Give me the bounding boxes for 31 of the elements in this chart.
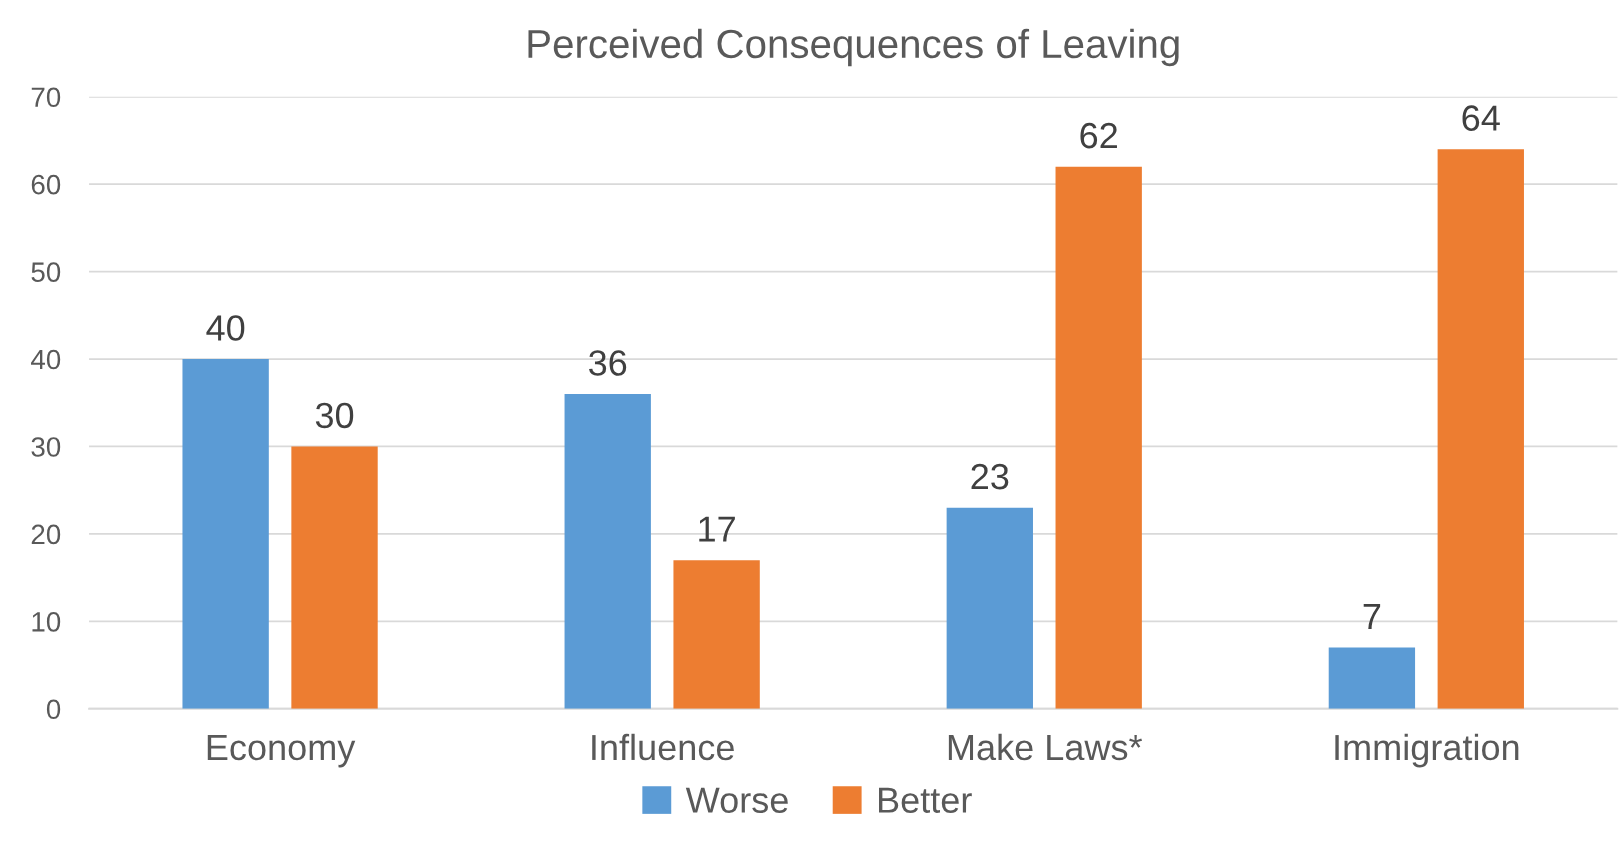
legend-label: Better — [879, 787, 972, 813]
bar — [564, 394, 651, 709]
y-tick-label: 70 — [31, 87, 61, 108]
x-tick-label: Immigration — [1335, 733, 1519, 768]
data-label: 23 — [971, 463, 1009, 490]
y-tick-label: 10 — [32, 612, 61, 632]
data-label: 40 — [206, 315, 245, 341]
x-tick-label: Economy — [207, 735, 356, 768]
data-label: 64 — [1462, 105, 1500, 131]
bar — [1055, 166, 1142, 709]
y-tick-label: 50 — [31, 262, 61, 282]
bar — [1328, 647, 1416, 709]
bar — [291, 446, 378, 709]
y-tick-label: 30 — [31, 437, 61, 457]
bar — [673, 560, 760, 709]
legend-label: Worse — [685, 787, 788, 813]
chart-title: Perceived Consequences of Leaving — [528, 28, 1179, 67]
data-label: 62 — [1080, 122, 1117, 149]
data-label: 17 — [699, 516, 735, 542]
y-tick-label: 20 — [31, 524, 61, 545]
bar — [1437, 149, 1524, 709]
y-tick-label: 40 — [31, 349, 61, 370]
bar — [946, 507, 1033, 709]
data-label: 36 — [589, 350, 627, 376]
y-tick-label: 0 — [46, 699, 61, 720]
y-tick-label: 60 — [31, 174, 61, 195]
x-tick-label: Influence — [592, 733, 734, 761]
data-label: 7 — [1363, 604, 1381, 629]
bar — [182, 359, 269, 709]
x-tick-label: Make Laws* — [948, 733, 1143, 761]
data-label: 30 — [315, 402, 354, 429]
